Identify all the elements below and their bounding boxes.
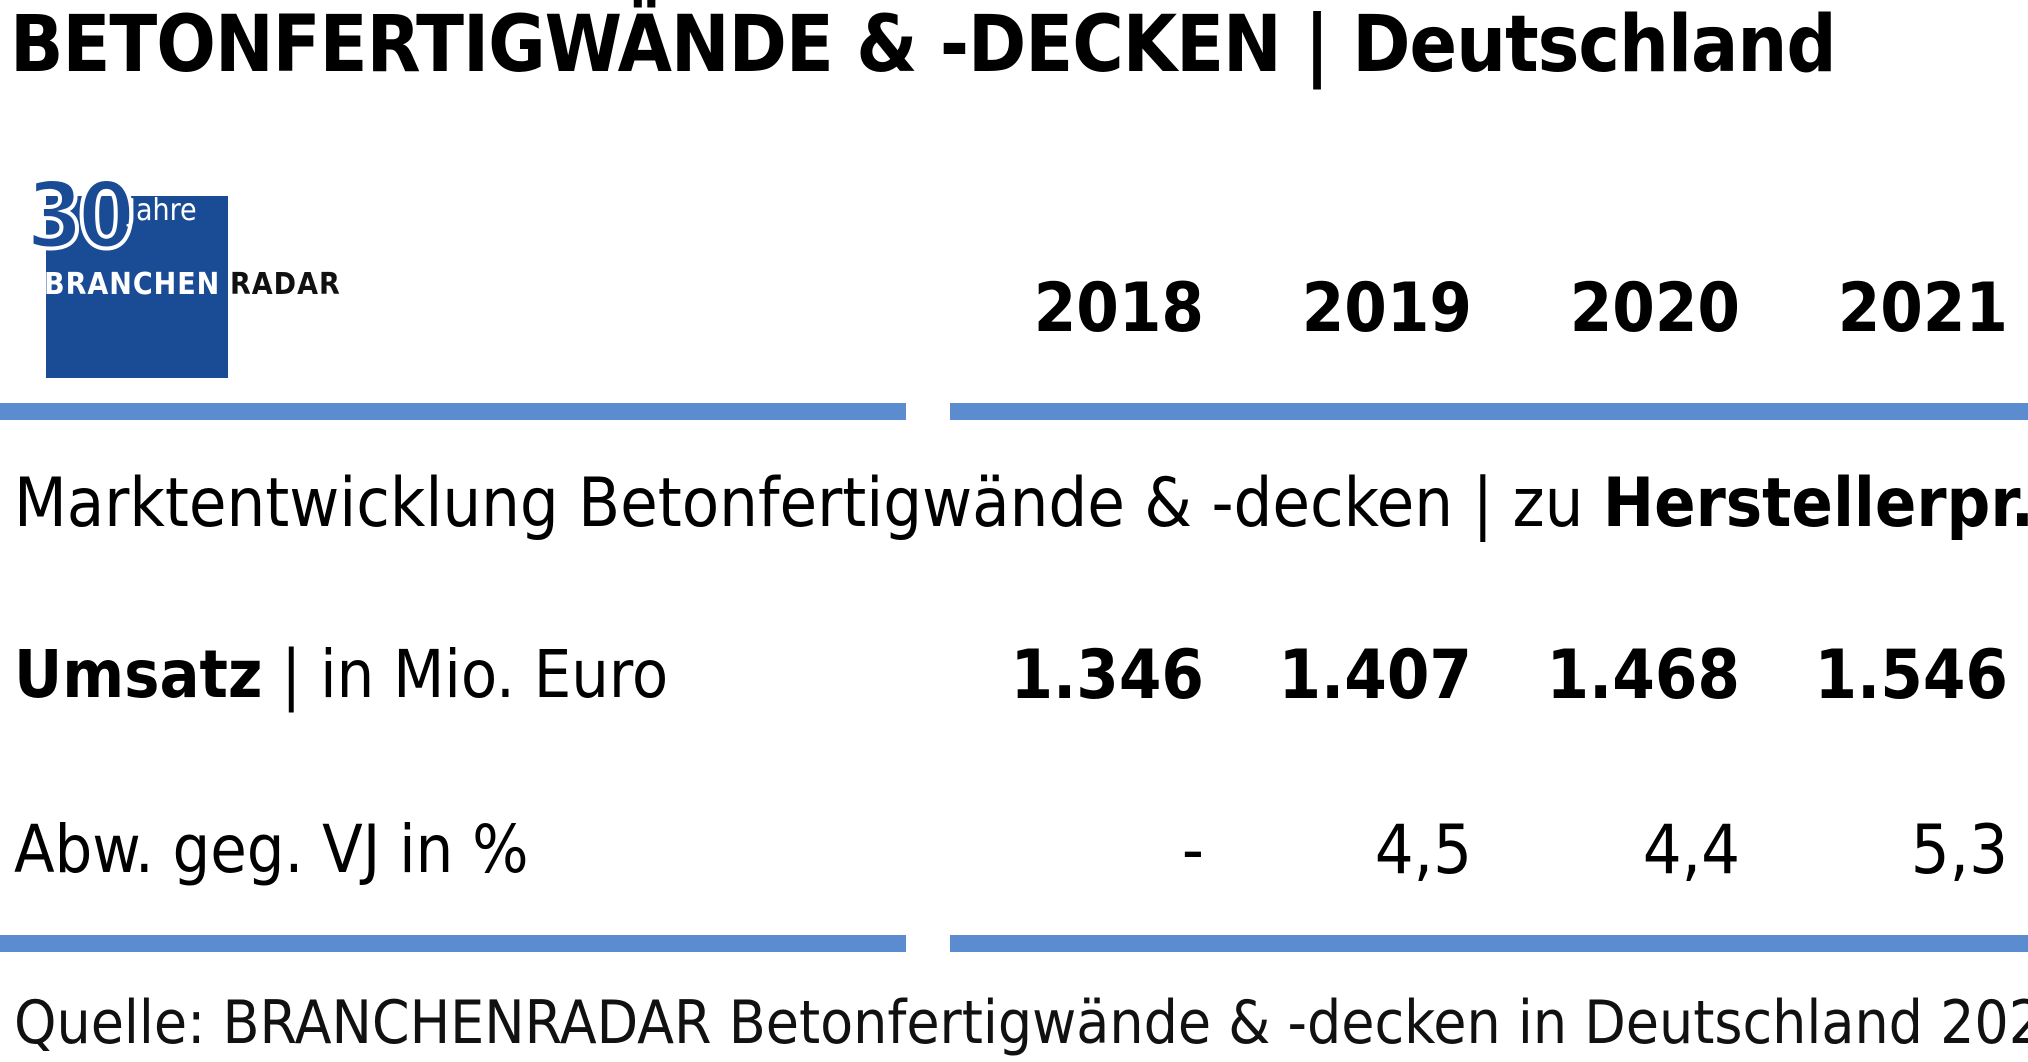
page-title: BETONFERTIGWÄNDE & -DECKEN | Deutschland <box>10 0 1837 90</box>
divider-bottom-left <box>0 935 906 952</box>
divider-top-right <box>950 403 2028 420</box>
subtitle-regular: Marktentwicklung Betonfertigwände & -dec… <box>14 464 1603 543</box>
abweichung-value: 4,4 <box>1642 811 1740 890</box>
divider-bottom-right <box>950 935 2028 952</box>
umsatz-value: 1.346 <box>1010 636 1204 715</box>
year-header: 2020 <box>1569 269 1740 348</box>
row-label-regular: | in Mio. Euro <box>262 636 669 713</box>
source-note: Quelle: BRANCHENRADAR Betonfertigwände &… <box>14 988 2028 1058</box>
row-label-abweichung: Abw. geg. VJ in % <box>14 811 529 888</box>
branchenradar-logo: 30 Jahre BRANCHEN RADAR <box>24 162 386 380</box>
abweichung-value: - <box>1181 811 1204 890</box>
abweichung-value: 5,3 <box>1910 811 2008 890</box>
umsatz-value: 1.407 <box>1278 636 1472 715</box>
row-label-bold: Umsatz <box>14 636 263 713</box>
row-label-umsatz: Umsatz | in Mio. Euro <box>14 642 668 708</box>
divider-top-left <box>0 403 906 420</box>
logo-brand-right: RADAR <box>230 267 341 302</box>
logo-jahre: Jahre <box>128 193 197 228</box>
subtitle-bold: Herstellerpr. <box>1602 464 2028 543</box>
table-subtitle: Marktentwicklung Betonfertigwände & -dec… <box>14 470 2028 538</box>
umsatz-value: 1.468 <box>1546 636 1740 715</box>
year-header: 2018 <box>1033 269 1204 348</box>
logo-box <box>46 196 228 378</box>
year-header: 2019 <box>1301 269 1472 348</box>
year-header: 2021 <box>1837 269 2008 348</box>
umsatz-value: 1.546 <box>1814 636 2008 715</box>
logo-brand-left: BRANCHEN <box>44 267 221 302</box>
logo-number: 30 <box>24 162 137 269</box>
abweichung-value: 4,5 <box>1374 811 1472 890</box>
